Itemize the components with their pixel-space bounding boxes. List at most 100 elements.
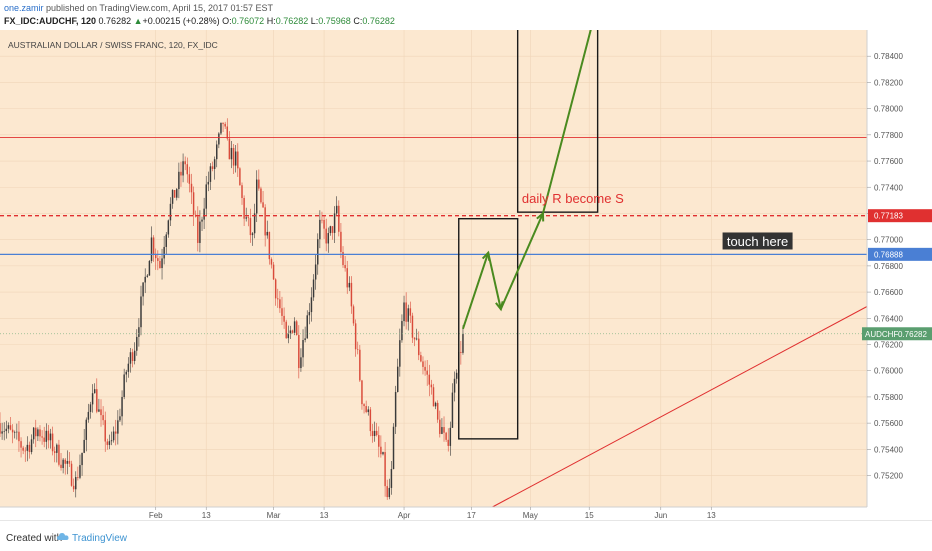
footer-bar: Created with TradingView bbox=[0, 520, 932, 551]
candle-body bbox=[266, 231, 268, 236]
time-axis-background[interactable] bbox=[0, 507, 867, 520]
candle-body bbox=[325, 228, 327, 244]
candle-body bbox=[51, 433, 54, 452]
price-badge-label: 0.76888 bbox=[874, 250, 903, 259]
price-tick-label: 0.76000 bbox=[874, 367, 903, 376]
time-axis: Feb 13 Mar 13 Apr 17 May 15 Jun 13 bbox=[149, 507, 716, 520]
time-tick-label: Mar bbox=[267, 511, 281, 520]
candle-body bbox=[338, 205, 340, 232]
change-up-icon: ▲ bbox=[133, 16, 143, 26]
candle-body bbox=[352, 306, 355, 324]
candle-body bbox=[268, 231, 271, 260]
candle-body bbox=[47, 430, 50, 441]
candle-body bbox=[37, 429, 39, 437]
candle-body bbox=[58, 444, 60, 465]
candle-body bbox=[28, 444, 31, 453]
candle-body bbox=[291, 330, 294, 333]
candle-body bbox=[102, 415, 104, 421]
candle-body bbox=[110, 440, 113, 442]
drawings-layer: daily R become S touch here bbox=[458, 30, 868, 508]
price-tick-label: 0.78400 bbox=[874, 52, 903, 61]
high-value: 0.76282 bbox=[275, 16, 309, 26]
projection-box bbox=[516, 30, 599, 213]
candle-body bbox=[182, 161, 184, 176]
candle-body bbox=[251, 233, 254, 236]
candle-body bbox=[230, 147, 233, 160]
candle-body bbox=[249, 218, 252, 236]
candle-body bbox=[106, 441, 109, 445]
candle-body bbox=[228, 138, 231, 160]
candle-body bbox=[460, 351, 462, 353]
candle-body bbox=[445, 432, 447, 440]
candle-body bbox=[188, 174, 191, 184]
candle-body bbox=[451, 392, 454, 428]
candle-body bbox=[241, 185, 243, 198]
candle-body bbox=[83, 439, 85, 453]
candle-body bbox=[455, 372, 458, 379]
candle-body bbox=[121, 396, 123, 417]
candle-body bbox=[39, 429, 41, 437]
price-axis-background[interactable] bbox=[867, 30, 932, 520]
candle-body bbox=[157, 258, 159, 261]
publish-text: published on TradingView.com, April 15, … bbox=[43, 3, 273, 13]
candle-body bbox=[405, 302, 407, 322]
candle-body bbox=[285, 321, 287, 339]
candlestick-series bbox=[0, 118, 464, 500]
candle-body bbox=[321, 219, 323, 221]
candle-body bbox=[432, 387, 435, 407]
candle-body bbox=[304, 338, 306, 341]
candle-body bbox=[150, 237, 153, 261]
candle-body bbox=[260, 188, 262, 203]
candle-body bbox=[424, 366, 426, 371]
candle-body bbox=[123, 374, 125, 397]
candle-body bbox=[462, 333, 464, 353]
candle-body bbox=[180, 171, 182, 176]
candle-body bbox=[163, 246, 165, 259]
candle-body bbox=[436, 402, 439, 420]
candle-body bbox=[62, 459, 64, 469]
candle-body bbox=[117, 420, 119, 434]
candle-body bbox=[125, 371, 127, 375]
candle-body bbox=[93, 389, 96, 394]
candle-body bbox=[112, 431, 115, 441]
chart-header: one.zamir published on TradingView.com, … bbox=[0, 0, 932, 30]
candle-body bbox=[146, 275, 149, 277]
candle-body bbox=[197, 216, 199, 243]
candle-body bbox=[298, 335, 300, 369]
candle-body bbox=[426, 370, 428, 375]
tradingview-brand[interactable]: TradingView bbox=[72, 533, 128, 544]
candle-body bbox=[237, 151, 239, 169]
candle-body bbox=[216, 144, 218, 160]
candle-body bbox=[369, 409, 372, 432]
candle-body bbox=[418, 338, 420, 356]
time-tick-label: 17 bbox=[467, 511, 476, 520]
candle-body bbox=[319, 219, 321, 240]
candle-body bbox=[441, 427, 443, 434]
candle-body bbox=[394, 392, 397, 427]
candle-body bbox=[317, 239, 319, 265]
candle-body bbox=[378, 435, 380, 447]
candle-body bbox=[449, 427, 452, 446]
close-label: C: bbox=[353, 16, 363, 26]
candle-body bbox=[373, 430, 376, 436]
candle-body bbox=[361, 380, 363, 405]
touch-here-label-box bbox=[722, 232, 793, 250]
symbol-name: FX_IDC:AUDCHF, 120 bbox=[4, 16, 97, 26]
candle-body bbox=[131, 352, 134, 361]
low-value: 0.75968 bbox=[318, 16, 351, 26]
candle-body bbox=[22, 447, 24, 451]
price-tick-label: 0.78200 bbox=[874, 78, 903, 87]
candle-body bbox=[213, 159, 216, 169]
author-link[interactable]: one.zamir bbox=[4, 3, 44, 13]
candle-body bbox=[428, 374, 431, 385]
candle-body bbox=[81, 452, 83, 466]
candle-body bbox=[115, 431, 117, 434]
candle-body bbox=[371, 431, 374, 436]
candle-body bbox=[279, 299, 281, 309]
candle-body bbox=[45, 430, 48, 442]
time-tick-label: Apr bbox=[398, 511, 411, 520]
trend-line bbox=[492, 306, 868, 508]
arrow-head-icon bbox=[536, 211, 545, 222]
price-badge-label: 0.77183 bbox=[874, 212, 903, 221]
price-chart[interactable]: daily R become S touch here 0.75200 0.7540… bbox=[0, 30, 932, 520]
